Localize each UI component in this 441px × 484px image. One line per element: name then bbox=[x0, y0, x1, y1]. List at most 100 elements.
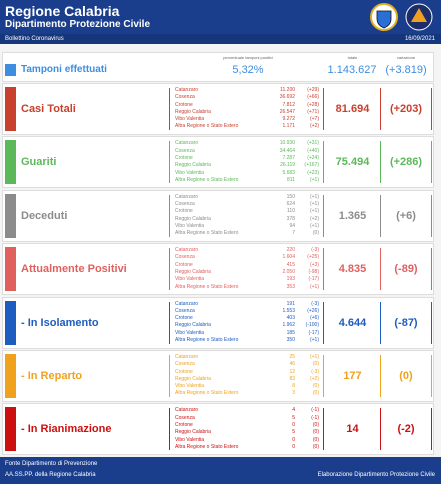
section-change: (0) bbox=[399, 370, 413, 382]
province-name: Reggio Calabria bbox=[175, 162, 211, 169]
province-change: (+2) bbox=[309, 375, 319, 382]
province-change: (0) bbox=[312, 230, 319, 237]
province-list: Catanzaro 10.930 (+31) Cosenza 34.464 (+40) Cr… bbox=[171, 140, 321, 184]
separator bbox=[380, 408, 381, 451]
province-name: Reggio Calabria bbox=[175, 215, 211, 222]
province-value: 1.171 bbox=[282, 123, 295, 130]
province-change: (-17) bbox=[308, 276, 319, 283]
province-value: 7.812 bbox=[282, 101, 295, 108]
province-name: Catanzaro bbox=[175, 300, 199, 307]
column-header: percentuale tamponi positivi bbox=[223, 55, 273, 60]
province-change: (+2) bbox=[309, 123, 319, 130]
province-value: 94 bbox=[289, 222, 295, 229]
province-value: 11.200 bbox=[280, 87, 295, 93]
province-change: (+1) bbox=[309, 337, 319, 344]
section-total: 14 bbox=[346, 423, 359, 436]
province-row: Cosenza 36.692 (+66) bbox=[171, 94, 321, 101]
separator bbox=[323, 301, 324, 344]
province-row: Cosenza 1.604 (+25) bbox=[171, 254, 321, 261]
province-name: Vibo Valentia bbox=[175, 276, 205, 283]
source: Fonte Dipartimento di Prevenzione bbox=[5, 461, 98, 467]
separator bbox=[431, 355, 432, 397]
header: Regione Calabria Dipartimento Protezione… bbox=[0, 0, 441, 34]
source: AA.SS.PP. della Regione Calabria bbox=[5, 472, 96, 478]
province-name: Vibo Valentia bbox=[175, 116, 205, 123]
province-name: Catanzaro bbox=[175, 354, 199, 360]
province-change: (+1) bbox=[309, 222, 319, 229]
province-row: Reggio Calabria 1.962 (-100) bbox=[171, 322, 321, 329]
province-change: (+71) bbox=[307, 108, 319, 115]
province-name: Crotone bbox=[175, 101, 193, 108]
province-name: Reggio Calabria bbox=[175, 269, 211, 276]
province-change: (-3) bbox=[311, 247, 319, 254]
province-row: Altra Regione o Stato Estero 7 (0) bbox=[171, 230, 321, 237]
logos bbox=[370, 3, 433, 31]
province-change: (0) bbox=[312, 361, 319, 368]
province-name: Vibo Valentia bbox=[175, 383, 205, 390]
province-change: (+29) bbox=[307, 87, 319, 93]
province-value: 83 bbox=[289, 375, 295, 382]
separator bbox=[323, 248, 324, 291]
section: Deceduti Catanzaro 150 (+1) Cosenza 624 (+1) Cr… bbox=[2, 189, 434, 242]
province-name: Catanzaro bbox=[175, 407, 199, 414]
province-name: Altra Regione o Stato Estero bbox=[175, 283, 239, 290]
province-change: (+3) bbox=[309, 261, 319, 268]
province-change: (-98) bbox=[308, 269, 319, 276]
province-row: Altra Regione o Stato Estero 811 (+1) bbox=[171, 177, 321, 184]
province-value: 150 bbox=[286, 193, 295, 200]
province-name: Altra Regione o Stato Estero bbox=[175, 123, 239, 130]
province-name: Vibo Valentia bbox=[175, 169, 205, 176]
province-name: Catanzaro bbox=[175, 140, 199, 147]
province-row: Altra Regione o Stato Estero 0 (0) bbox=[171, 444, 321, 451]
province-value: 350 bbox=[286, 337, 295, 344]
province-row: Catanzaro 191 (-3) bbox=[171, 301, 321, 308]
province-change: (-100) bbox=[305, 322, 319, 329]
province-row: Reggio Calabria 5 (0) bbox=[171, 429, 321, 436]
province-change: (+25) bbox=[307, 254, 319, 261]
province-change: (-1) bbox=[311, 407, 319, 414]
province-value: 5 bbox=[292, 429, 295, 436]
province-row: Catanzaro 4 (-1) bbox=[171, 407, 321, 414]
province-name: Cosenza bbox=[175, 414, 195, 421]
separator bbox=[431, 194, 432, 237]
province-value: 191 bbox=[286, 300, 295, 307]
province-change: (+26) bbox=[307, 307, 319, 314]
province-change: (-3) bbox=[311, 368, 319, 375]
province-name: Cosenza bbox=[175, 94, 195, 101]
province-list: Catanzaro 11.200 (+29) Cosenza 36.692 (+66) Cr… bbox=[171, 87, 321, 131]
color-bar bbox=[5, 300, 16, 345]
province-value: 1.553 bbox=[282, 307, 295, 314]
province-row: Crotone 7.812 (+28) bbox=[171, 102, 321, 109]
section-change: (-89) bbox=[394, 263, 418, 276]
province-row: Crotone 0 (0) bbox=[171, 422, 321, 429]
province-row: Vibo Valentia 185 (-17) bbox=[171, 330, 321, 337]
section-label: Attualmente Positivi bbox=[21, 263, 127, 276]
province-row: Reggio Calabria 26.547 (+71) bbox=[171, 109, 321, 116]
province-value: 5 bbox=[292, 414, 295, 421]
province-name: Cosenza bbox=[175, 307, 195, 314]
province-name: Reggio Calabria bbox=[175, 375, 211, 382]
tests-row: Tamponi effettuati percentuale tamponi p… bbox=[2, 52, 434, 82]
separator bbox=[431, 408, 432, 451]
province-value: 2.050 bbox=[282, 269, 295, 276]
province-value: 5.683 bbox=[282, 169, 295, 176]
separator bbox=[380, 194, 381, 237]
province-name: Altra Regione o Stato Estero bbox=[175, 176, 239, 183]
province-row: Catanzaro 11.200 (+29) bbox=[171, 87, 321, 94]
province-name: Altra Regione o Stato Estero bbox=[175, 337, 239, 344]
province-change: (+6) bbox=[309, 315, 319, 322]
section-total: 1.365 bbox=[338, 209, 367, 222]
separator bbox=[431, 248, 432, 291]
province-change: (-17) bbox=[308, 329, 319, 336]
province-row: Vibo Valentia 193 (-17) bbox=[171, 276, 321, 283]
province-change: (+1) bbox=[309, 354, 319, 360]
province-change: (0) bbox=[312, 390, 319, 397]
province-name: Cosenza bbox=[175, 361, 195, 368]
section: Attualmente Positivi Catanzaro 220 (-3) Cose… bbox=[2, 243, 434, 296]
province-row: Reggio Calabria 26.119 (+167) bbox=[171, 162, 321, 169]
province-row: Vibo Valentia 9.272 (+7) bbox=[171, 116, 321, 123]
province-row: Reggio Calabria 83 (+2) bbox=[171, 376, 321, 383]
credit: Elaborazione Dipartimento Protezione Civ… bbox=[317, 472, 435, 478]
province-row: Catanzaro 25 (+1) bbox=[171, 354, 321, 361]
separator bbox=[380, 301, 381, 344]
